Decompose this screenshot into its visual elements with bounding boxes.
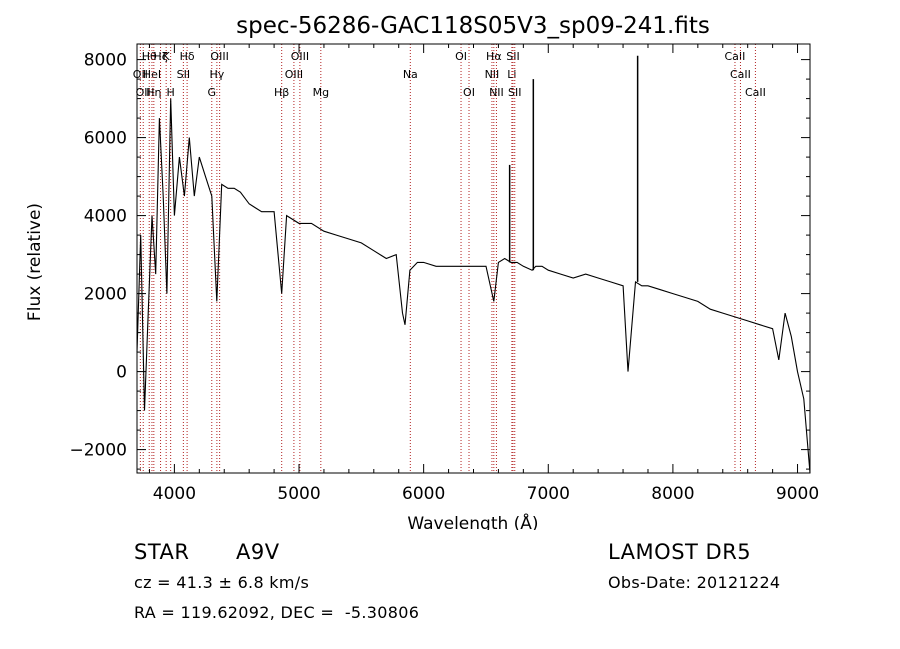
line-marker-label: CaII [730,68,751,81]
redshift-cz: cz = 41.3 ± 6.8 km/s [134,573,310,592]
line-marker-label: Mg [313,86,329,99]
line-marker-label: Hζ [153,50,167,63]
line-marker-label: NII [489,86,504,99]
observation-date: Obs-Date: 20121224 [608,573,781,592]
line-marker-label: G [208,86,217,99]
line-marker-label: K [163,50,171,63]
spectrum-chart: spec-56286-GAC118S05V3_sp09-241.fits OII… [25,13,819,530]
object-subclass: A9V [236,540,280,564]
line-marker-label: Hα [486,50,502,63]
spectrum-line [136,98,811,474]
line-marker-label: Na [403,68,418,81]
y-tick-label: 2000 [84,285,127,305]
y-tick-label: −2000 [69,441,127,461]
line-marker-label: CaII [725,50,746,63]
x-tick-label: 5000 [277,484,320,504]
line-marker-label: OI [463,86,475,99]
x-tick-label: 8000 [651,484,694,504]
chart-title: spec-56286-GAC118S05V3_sp09-241.fits [236,13,710,39]
line-marker-label: Li [507,68,516,81]
x-axis-ticks: 4000 5000 6000 7000 8000 9000 [148,44,819,504]
line-marker-label: SII [177,68,190,81]
y-tick-label: 0 [116,363,127,383]
line-marker-label: OIII [210,50,228,63]
y-tick-label: 8000 [84,51,127,71]
line-marker-label: OIII [285,68,303,81]
line-marker-label: SII [506,50,519,63]
plot-frame [136,43,811,474]
coordinates: RA = 119.62092, DEC = -5.30806 [134,603,420,622]
line-marker-label: CaII [745,86,766,99]
line-marker-label: Hβ [274,86,289,99]
y-axis-ticks: −2000 0 2000 4000 6000 8000 [69,51,810,470]
line-marker-label: SII [508,86,521,99]
x-tick-label: 9000 [776,484,819,504]
line-marker-label: OI [455,50,467,63]
spectral-line-markers: OIIOIIHθHeIHηHζKHSIIHδGHγOIIIHβOIIIOIIIM… [133,44,766,473]
y-axis-label: Flux (relative) [25,203,45,321]
survey-name: LAMOST DR5 [608,540,752,564]
x-tick-label: 6000 [402,484,445,504]
line-marker-label: Hδ [180,50,195,63]
line-marker-label: OIII [291,50,309,63]
x-axis-label: Wavelength (Å) [407,512,538,530]
x-tick-label: 4000 [153,484,196,504]
object-class: STAR [134,540,190,564]
line-marker-label: HeI [143,68,161,81]
line-marker-label: H [167,86,175,99]
line-marker-label: Hγ [209,68,224,81]
x-tick-label: 7000 [527,484,570,504]
line-marker-label: OII [136,86,151,99]
line-marker-label: Hη [146,86,161,99]
line-marker-label: NII [485,68,500,81]
y-tick-label: 4000 [84,207,127,227]
spectrum-series [136,55,811,474]
y-tick-label: 6000 [84,129,127,149]
